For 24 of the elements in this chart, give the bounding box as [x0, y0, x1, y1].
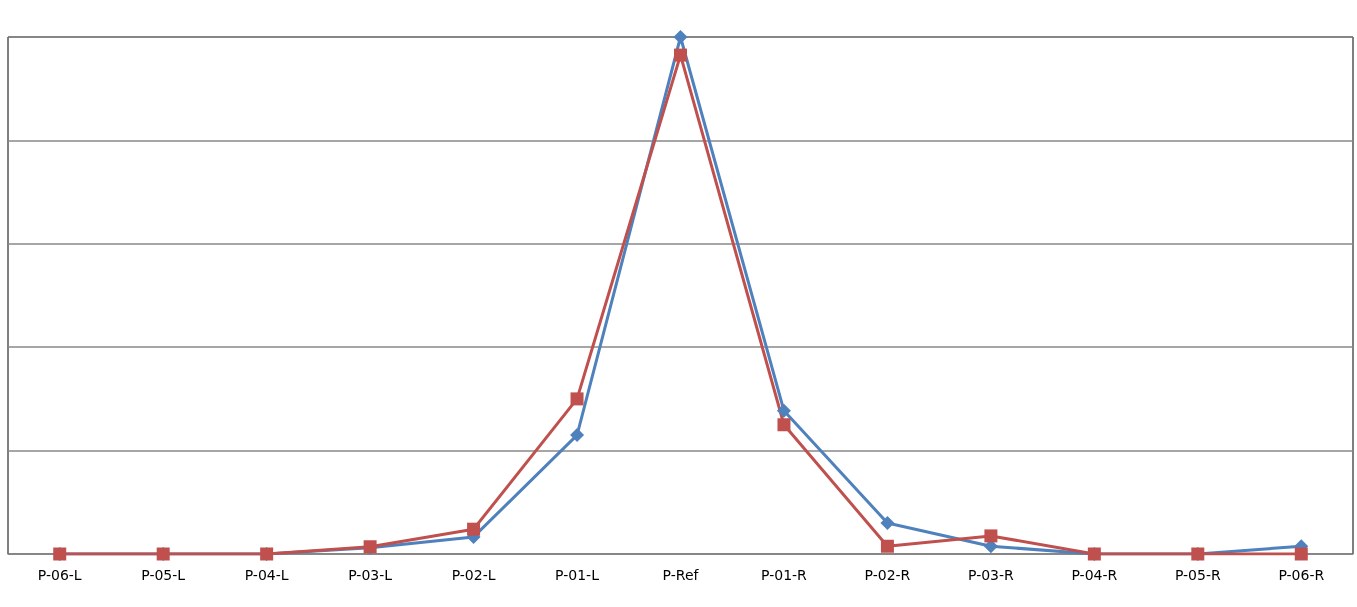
- point: [673, 30, 688, 44]
- x-tick-label: P-05-L: [141, 567, 186, 583]
- point: [777, 418, 791, 432]
- point: [570, 392, 584, 406]
- point: [467, 522, 481, 536]
- point: [776, 403, 791, 418]
- x-tick-label: P-04-R: [1071, 567, 1118, 583]
- point: [880, 539, 894, 553]
- x-tick-label: P-04-L: [244, 567, 289, 583]
- point: [570, 428, 585, 443]
- x-tick-label: P-03-L: [348, 567, 393, 583]
- x-tick-label: P-06-L: [37, 567, 82, 583]
- x-tick-label: P-01-R: [761, 567, 808, 583]
- point: [1294, 547, 1308, 561]
- x-tick-label: P-01-L: [555, 567, 600, 583]
- x-tick-label: P-02-R: [864, 567, 911, 583]
- point: [880, 515, 895, 530]
- x-tick-label: P-Ref: [662, 567, 700, 583]
- point: [984, 529, 998, 543]
- x-tick-label: P-03-R: [967, 567, 1015, 583]
- x-tick-label: P-06-R: [1278, 567, 1325, 583]
- point: [674, 48, 687, 62]
- x-tick-label: P-05-R: [1174, 567, 1221, 583]
- x-tick-label: P-02-L: [451, 567, 496, 583]
